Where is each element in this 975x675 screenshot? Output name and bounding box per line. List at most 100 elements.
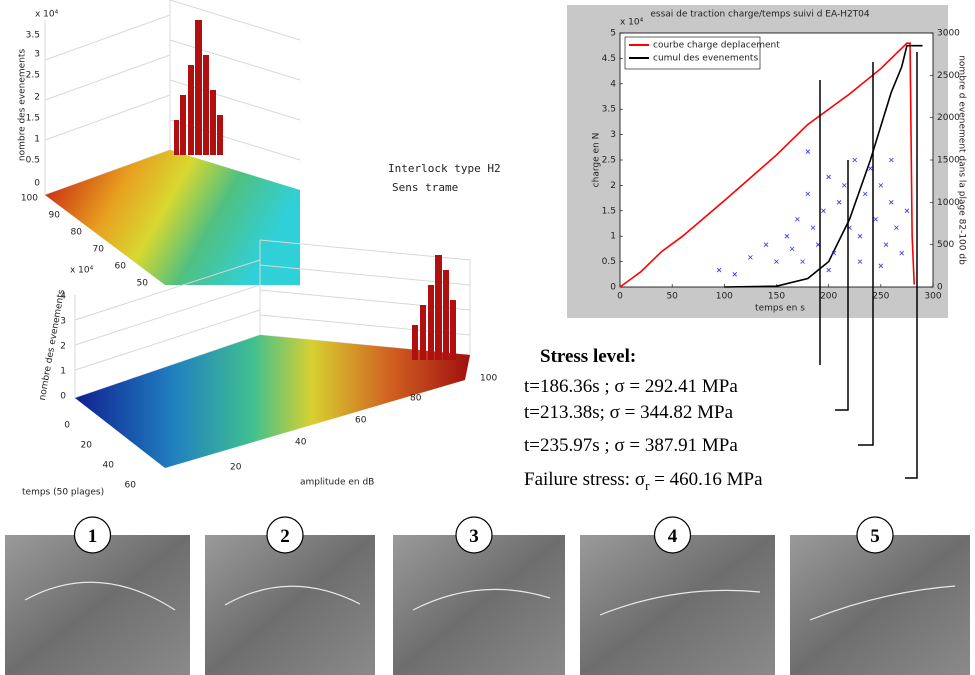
z-tick-label: 3.5 <box>26 31 40 41</box>
y2-label: nombre d evenement dans la plage 82-100 … <box>957 55 967 265</box>
scatter-point <box>800 259 805 264</box>
y2-tick-label: 2500 <box>937 71 960 81</box>
legend <box>624 36 761 70</box>
y-tick-label: 4 <box>610 79 616 89</box>
stress-heading: Stress level: <box>540 346 636 367</box>
y-tick-label: 20 <box>81 441 93 451</box>
z-tick-label: 0.5 <box>26 156 40 166</box>
y-tick-label: 60 <box>115 262 127 272</box>
y-tick-label: 50 <box>137 279 149 289</box>
image-number: 4 <box>668 526 678 547</box>
x-tick-label: 100 <box>480 374 497 384</box>
z-tick-label: 2 <box>34 93 40 103</box>
y-label: charge en N <box>592 133 602 188</box>
scatter-point <box>904 208 910 214</box>
y-tick-label: 2.5 <box>602 156 616 166</box>
z-tick-label: 2 <box>60 342 66 352</box>
scatter-point <box>868 166 873 171</box>
z-label: nombre des evenements <box>18 49 28 162</box>
scatter-point <box>784 233 790 239</box>
x-tick-label: 200 <box>820 292 837 302</box>
bottom-surface <box>75 335 470 468</box>
scatter-point <box>805 149 811 154</box>
x-tick-label: 250 <box>872 292 889 302</box>
scatter-point <box>894 225 899 231</box>
chart-title: essai de traction charge/temps suivi d E… <box>650 10 870 20</box>
scatter-point <box>857 233 863 239</box>
sem-image <box>790 535 970 675</box>
scatter-point <box>883 242 889 247</box>
crack <box>412 588 551 611</box>
x-tick-label: 50 <box>666 292 678 302</box>
y-tick-label: 1 <box>610 232 616 242</box>
x-tick-label: 150 <box>768 292 785 302</box>
y2-tick-label: 500 <box>937 240 954 250</box>
scatter-point <box>732 272 738 277</box>
y-tick-label: 1.5 <box>602 206 616 216</box>
z-tick-label: 2.5 <box>26 71 40 81</box>
y-tick-label: 100 <box>21 194 38 204</box>
crack <box>24 581 176 611</box>
x-tick-label: 80 <box>410 394 422 404</box>
crack <box>809 585 956 621</box>
connector <box>819 52 918 479</box>
sem-image <box>393 535 565 675</box>
number-badge <box>73 516 112 554</box>
x-tick-label: 300 <box>924 292 941 302</box>
z-tick-label: 3 <box>34 50 40 60</box>
z-tick-label: 1 <box>34 135 40 145</box>
scatter-point <box>763 242 769 247</box>
y-tick-label: 80 <box>71 228 83 238</box>
y-tick-label: 90 <box>49 211 61 221</box>
crack <box>599 589 761 616</box>
y-tick-label: 60 <box>125 481 137 491</box>
legend-label: courbe charge deplacement <box>653 41 780 51</box>
number-badge <box>455 516 493 554</box>
z-tick-label: 3 <box>60 317 66 327</box>
subscript: r <box>645 478 650 493</box>
scatter-point <box>789 246 795 252</box>
x-tick-label: 0 <box>617 292 623 302</box>
y-tick-label: 3.5 <box>602 105 616 115</box>
z-tick-label: 0 <box>34 179 40 189</box>
y2-tick-label: 2000 <box>937 113 960 123</box>
exponent: x 10⁴ <box>35 10 59 20</box>
scatter-point <box>716 267 722 273</box>
scatter-point <box>831 250 837 256</box>
scatter-point <box>810 225 816 231</box>
stress-line: t=186.36s ; σ = 292.41 MPa <box>524 376 738 397</box>
failure-text: = 460.16 MPa <box>649 469 763 490</box>
z-tick-label: 0 <box>60 392 66 402</box>
number-badge <box>266 516 304 554</box>
y2-tick-label: 1000 <box>937 198 960 208</box>
number-badge <box>653 516 692 554</box>
scatter-point <box>826 267 831 273</box>
sem-image <box>5 535 190 675</box>
image-number: 1 <box>88 526 98 547</box>
scatter-point <box>899 250 904 256</box>
y-tick-label: 3 <box>610 130 616 140</box>
sem-image <box>580 535 775 675</box>
y-tick-label: 70 <box>93 245 105 255</box>
scatter-point <box>836 200 842 205</box>
image-number: 2 <box>280 526 290 547</box>
y-tick-label: 0 <box>610 283 616 293</box>
scatter-point <box>878 263 884 269</box>
caption: Interlock type H2 <box>388 162 501 175</box>
scatter-point <box>888 157 894 163</box>
y-tick-label: 5 <box>610 29 616 39</box>
crack <box>224 585 361 606</box>
scatter-point <box>826 174 831 180</box>
failure-stress: Failure stress: σr = 460.16 MPa <box>524 469 763 493</box>
stress-line: t=235.97s ; σ = 387.91 MPa <box>524 435 738 456</box>
y-tick-label: 4.5 <box>602 54 616 64</box>
x-label: amplitude en dB <box>300 478 374 488</box>
z-tick-label: 4 <box>60 292 66 302</box>
caption: Sens trame <box>392 181 458 194</box>
scatter-point <box>795 216 800 222</box>
z-tick-label: 1.5 <box>26 114 40 124</box>
exponent: x 10⁴ <box>70 266 94 276</box>
x-tick-label: 20 <box>230 463 242 473</box>
plot-area <box>619 32 934 288</box>
